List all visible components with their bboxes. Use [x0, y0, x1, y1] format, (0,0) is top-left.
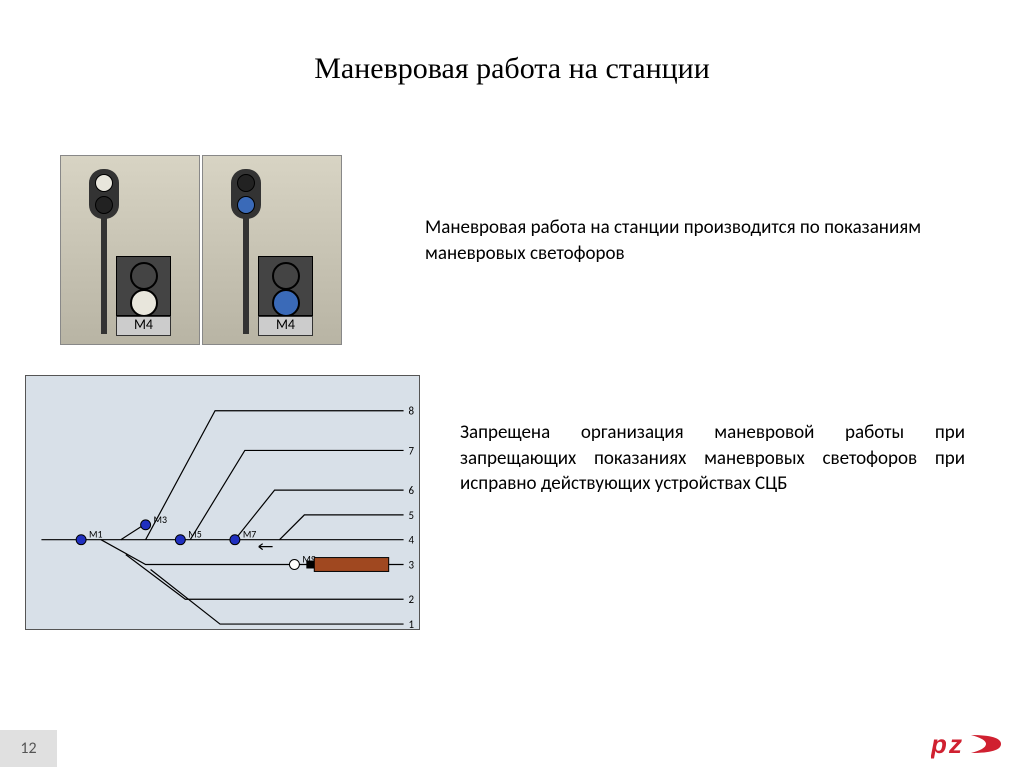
svg-text:8: 8 — [409, 405, 415, 418]
mast-signal-right — [231, 169, 261, 334]
svg-text:4: 4 — [409, 534, 415, 547]
paragraph-2: Запрещена организация маневровой работы … — [460, 420, 965, 497]
svg-text:1: 1 — [409, 618, 415, 629]
svg-text:М3: М3 — [154, 514, 168, 526]
rzd-logo: p z — [931, 729, 1006, 759]
svg-text:p: p — [931, 729, 947, 759]
signal-panel-right: М4 — [202, 155, 342, 345]
dwarf-label-right: М4 — [259, 316, 312, 333]
signal-panel-left: М4 — [60, 155, 200, 345]
svg-text:2: 2 — [409, 593, 415, 606]
page-number: 12 — [0, 730, 57, 767]
svg-text:5: 5 — [409, 509, 415, 522]
svg-text:М7: М7 — [243, 529, 257, 541]
svg-text:М1: М1 — [89, 529, 103, 541]
paragraph-1: Маневровая работа на станции производитс… — [425, 215, 965, 266]
title-text: Маневровая работа на станции — [314, 52, 710, 85]
dwarf-signal-left: М4 — [116, 241, 171, 336]
track-diagram: 12345678М1М3М5М7М9 — [25, 375, 420, 630]
svg-text:М5: М5 — [188, 529, 202, 541]
svg-text:7: 7 — [409, 444, 415, 457]
svg-text:6: 6 — [409, 484, 415, 497]
signals-illustration: М4 М4 — [60, 155, 345, 345]
dwarf-signal-right: М4 — [258, 241, 313, 336]
mast-signal-left — [89, 169, 119, 334]
svg-text:3: 3 — [409, 558, 415, 571]
slide-title: Маневровая работа на станции — [0, 52, 1024, 86]
dwarf-label-left: М4 — [117, 316, 170, 333]
svg-text:z: z — [948, 729, 962, 759]
page-number-text: 12 — [20, 739, 36, 758]
